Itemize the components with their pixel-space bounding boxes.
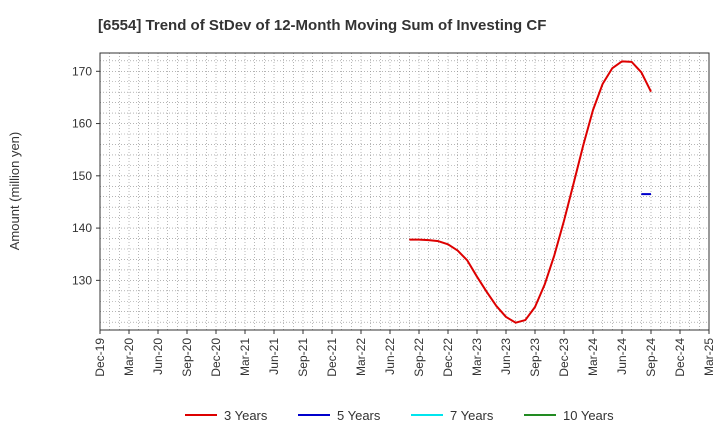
x-tick-label: Dec-22 xyxy=(441,338,455,377)
x-tick-label: Dec-23 xyxy=(557,338,571,377)
y-tick-label: 140 xyxy=(72,221,92,235)
x-tick-label: Dec-24 xyxy=(673,338,687,377)
x-tick-label: Mar-20 xyxy=(122,338,136,376)
x-tick-label: Dec-19 xyxy=(93,338,107,377)
x-tick-label: Sep-24 xyxy=(644,338,658,377)
legend-label: 10 Years xyxy=(563,408,614,423)
x-tick-label: Sep-20 xyxy=(180,338,194,377)
x-tick-label: Dec-20 xyxy=(209,338,223,377)
x-tick-label: Dec-21 xyxy=(325,338,339,377)
x-tick-label: Mar-24 xyxy=(586,338,600,376)
plot-area xyxy=(99,52,710,331)
x-tick-label: Jun-21 xyxy=(267,338,281,375)
x-axis-ticks: Dec-19 Mar-20 Jun-20 Sep-20 Dec-20 Mar-21 Jun-… xyxy=(93,330,716,377)
grid-lines xyxy=(100,53,709,330)
series-line-3-years xyxy=(409,60,652,324)
x-tick-label: Sep-21 xyxy=(296,338,310,377)
y-axis-ticks: 130 140 150 160 170 xyxy=(72,64,100,287)
x-tick-label: Sep-22 xyxy=(412,338,426,377)
x-tick-label: Sep-23 xyxy=(528,338,542,377)
legend-label: 3 Years xyxy=(224,408,268,423)
x-tick-label: Mar-25 xyxy=(702,338,716,376)
series-lines xyxy=(409,60,652,324)
chart-title: [6554] Trend of StDev of 12-Month Moving… xyxy=(98,17,546,34)
y-tick-label: 130 xyxy=(72,273,92,287)
x-tick-label: Mar-22 xyxy=(354,338,368,376)
x-tick-label: Jun-20 xyxy=(151,338,165,375)
x-tick-label: Jun-22 xyxy=(383,338,397,375)
legend-label: 7 Years xyxy=(450,408,494,423)
x-tick-label: Mar-21 xyxy=(238,338,252,376)
x-tick-label: Jun-24 xyxy=(615,338,629,375)
y-tick-label: 150 xyxy=(72,169,92,183)
y-tick-label: 160 xyxy=(72,117,92,131)
legend-label: 5 Years xyxy=(337,408,381,423)
legend: 3 Years 5 Years 7 Years 10 Years xyxy=(185,408,614,423)
x-tick-label: Mar-23 xyxy=(470,338,484,376)
y-axis-label: Amount (million yen) xyxy=(7,132,22,251)
y-tick-label: 170 xyxy=(72,64,92,78)
x-tick-label: Jun-23 xyxy=(499,338,513,375)
